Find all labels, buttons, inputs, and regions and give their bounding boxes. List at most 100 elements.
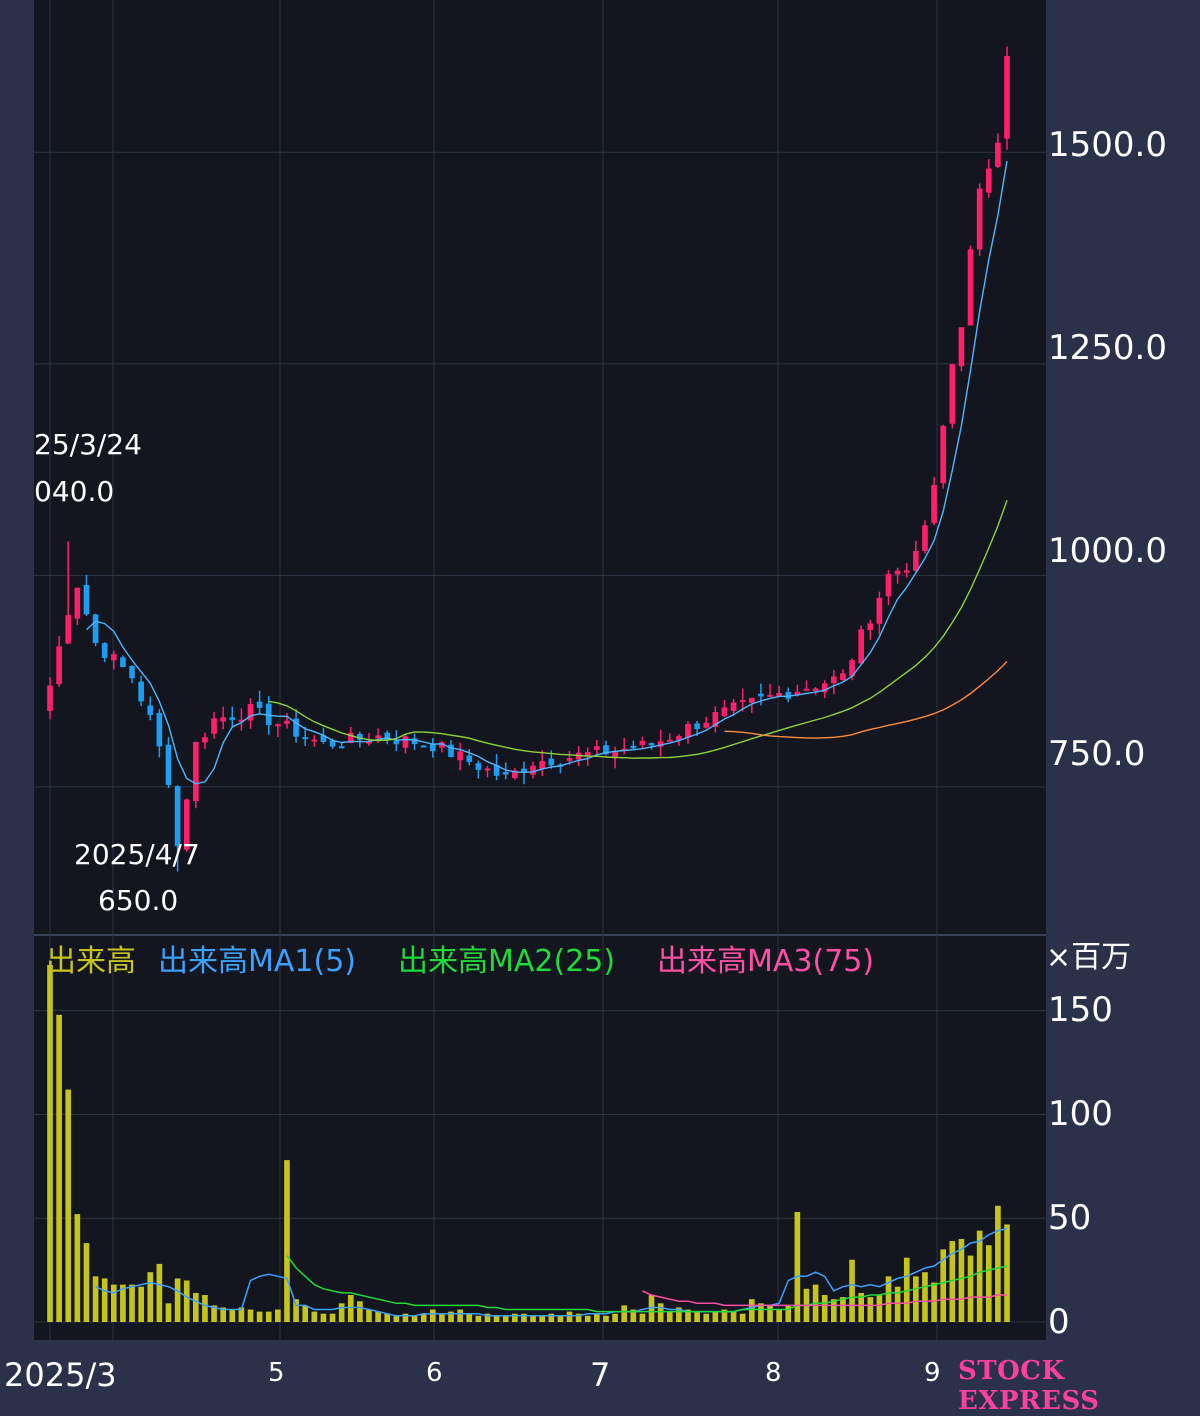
- candle-down: [229, 717, 236, 720]
- price-ma-long-line: [724, 661, 1008, 739]
- volume-bar: [821, 1295, 828, 1322]
- volume-bar: [56, 1014, 62, 1322]
- x-tick-label: 2025/3: [4, 1356, 117, 1394]
- candle-down: [785, 691, 792, 699]
- price-ma-mid-line: [268, 500, 1008, 759]
- candle-up: [849, 660, 855, 677]
- candle-up: [903, 570, 910, 573]
- candle-down: [101, 643, 108, 658]
- candle-down: [147, 705, 154, 715]
- candle-down: [502, 771, 509, 775]
- candle-up: [967, 249, 974, 326]
- volume-bar: [521, 1313, 527, 1322]
- volume-bar: [493, 1315, 500, 1322]
- candle-up: [657, 741, 664, 747]
- candle-down: [630, 745, 637, 749]
- candle-up: [730, 702, 737, 711]
- volume-bar: [831, 1299, 837, 1322]
- volume-bar: [694, 1311, 700, 1322]
- candle-up: [821, 683, 828, 693]
- volume-bar: [776, 1309, 782, 1322]
- candle-up: [840, 673, 846, 680]
- volume-bar: [512, 1313, 518, 1322]
- volume-bar: [338, 1303, 345, 1322]
- volume-bar: [220, 1307, 226, 1322]
- candle-down: [393, 740, 400, 745]
- candle-up: [484, 768, 491, 771]
- volume-bar: [156, 1263, 163, 1322]
- price-tick-label: 1500.0: [1048, 125, 1167, 165]
- volume-bar: [539, 1315, 545, 1322]
- volume-bar: [247, 1309, 254, 1322]
- candle-down: [83, 584, 90, 615]
- candle-down: [138, 681, 144, 702]
- candle-down: [429, 743, 436, 752]
- volume-bar: [484, 1313, 491, 1322]
- volume-bar: [393, 1315, 400, 1322]
- candle-down: [256, 701, 263, 708]
- candle-down: [129, 666, 135, 679]
- volume-tick-label: 50: [1048, 1198, 1092, 1238]
- volume-bar: [931, 1282, 937, 1322]
- volume-bar: [92, 1276, 99, 1322]
- volume-bar: [730, 1311, 737, 1322]
- volume-bar: [584, 1315, 591, 1322]
- volume-bar: [457, 1309, 463, 1322]
- volume-bar: [329, 1313, 336, 1322]
- volume-bar: [357, 1301, 363, 1322]
- volume-bar: [475, 1315, 482, 1322]
- volume-bar: [603, 1315, 609, 1322]
- candle-up: [913, 550, 919, 571]
- candle-up: [894, 570, 901, 575]
- candle-up: [803, 688, 810, 691]
- volume-bar: [575, 1313, 582, 1322]
- volume-panel: [34, 935, 1046, 1340]
- volume-bar: [311, 1311, 318, 1322]
- volume-bar: [913, 1276, 919, 1322]
- volume-bar: [429, 1309, 436, 1322]
- volume-bar: [557, 1315, 564, 1322]
- candle-up: [831, 676, 837, 684]
- candle-up: [56, 646, 62, 685]
- volume-bar: [320, 1313, 327, 1322]
- x-tick-label: 7: [590, 1356, 611, 1394]
- volume-bar: [256, 1311, 263, 1322]
- volume-bar: [867, 1297, 874, 1322]
- candle-up: [594, 746, 600, 750]
- candle-up: [311, 739, 318, 742]
- candle-down: [165, 744, 172, 785]
- candle-up: [211, 718, 217, 734]
- candle-up: [366, 741, 372, 744]
- candle-up: [676, 735, 682, 741]
- candle-down: [411, 738, 418, 745]
- candle-up: [922, 525, 928, 552]
- candle-up: [612, 751, 618, 758]
- volume-bar: [439, 1313, 445, 1322]
- candle-down: [156, 712, 163, 747]
- volume-bar: [566, 1311, 573, 1322]
- volume-bar: [138, 1286, 144, 1322]
- price-tick-label: 1250.0: [1048, 328, 1167, 368]
- volume-ma2-line: [286, 1255, 1008, 1313]
- volume-bar: [594, 1313, 600, 1322]
- candle-down: [338, 746, 345, 749]
- candle-up: [812, 688, 819, 691]
- volume-bar: [366, 1309, 372, 1322]
- volume-bar: [402, 1313, 409, 1322]
- x-tick-label: 6: [426, 1358, 443, 1388]
- candle-up: [1004, 56, 1010, 139]
- volume-bar: [630, 1309, 637, 1322]
- candle-up: [347, 732, 354, 743]
- candle-up: [539, 761, 545, 769]
- volume-bar: [685, 1309, 691, 1322]
- volume-bar: [548, 1313, 555, 1322]
- volume-bar: [47, 965, 53, 1322]
- candle-down: [548, 758, 555, 766]
- candle-up: [867, 623, 874, 631]
- legend-volume-ma1: 出来高MA1(5): [158, 944, 356, 979]
- volume-bar: [83, 1243, 90, 1322]
- candle-up: [721, 707, 728, 717]
- volume-bar: [466, 1313, 473, 1322]
- volume-bar: [849, 1259, 855, 1322]
- candle-up: [193, 741, 199, 802]
